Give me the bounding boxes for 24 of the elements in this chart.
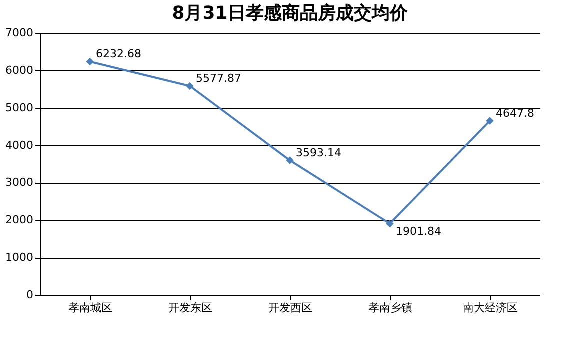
x-tick-label: 开发西区 xyxy=(268,302,312,314)
chart-title: 8月31日孝感商品房成交均价 xyxy=(172,3,409,24)
point xyxy=(386,220,394,228)
data-label: 3593.14 xyxy=(296,146,342,160)
x-tick-label: 南大经济区 xyxy=(463,302,518,314)
y-tick-label: 6000 xyxy=(6,64,34,77)
y-tick-label: 2000 xyxy=(6,214,34,227)
point xyxy=(286,156,294,164)
point xyxy=(86,58,94,66)
y-tick-label: 1000 xyxy=(6,251,34,264)
y-tick-label: 3000 xyxy=(6,176,34,190)
y-tick-label: 5000 xyxy=(6,101,34,114)
y-tick-label: 0 xyxy=(26,288,34,302)
x-tick-label: 开发东区 xyxy=(168,302,212,314)
data-label: 6232.68 xyxy=(96,48,142,61)
point xyxy=(186,82,194,90)
y-tick-label: 4000 xyxy=(6,138,34,152)
data-label: 1901.84 xyxy=(396,224,442,238)
data-label: 5577.87 xyxy=(196,72,242,86)
point xyxy=(486,117,494,125)
x-tick-label: 孝南乡镇 xyxy=(368,302,412,314)
data-label: 4647.8 xyxy=(496,107,534,120)
y-tick-label: 7000 xyxy=(6,26,34,40)
x-tick-label: 孝南城区 xyxy=(68,302,112,314)
